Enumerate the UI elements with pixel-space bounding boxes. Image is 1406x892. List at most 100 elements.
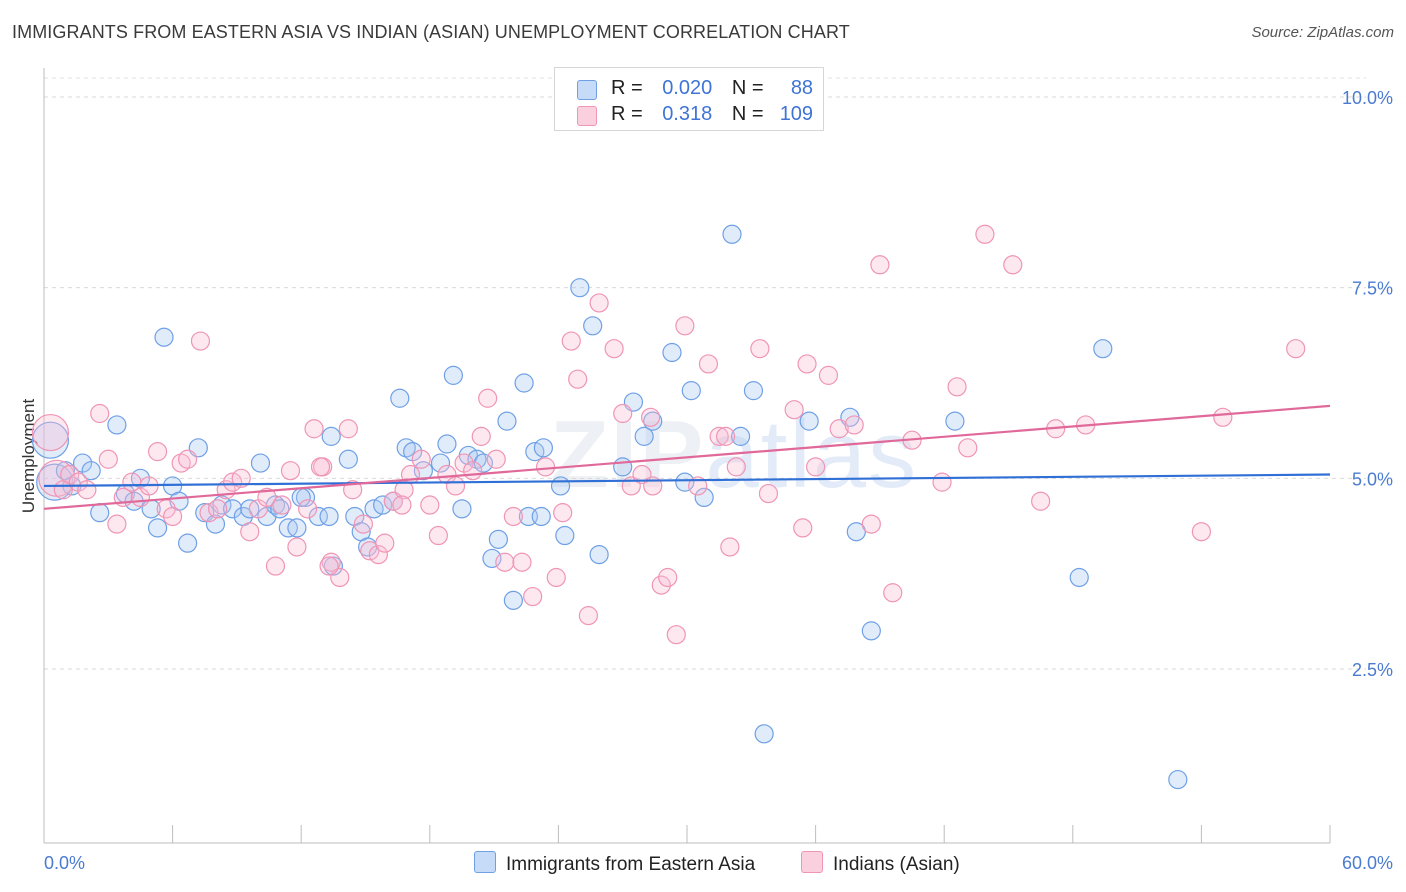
bottom-legend-eastern-asia: Immigrants from Eastern Asia (474, 851, 755, 876)
indians-point-20 (208, 499, 228, 519)
indians-point-0 (31, 413, 70, 452)
indians-point-60 (546, 567, 566, 588)
eastern-asia-point-44 (413, 461, 433, 481)
indians-point-46 (420, 495, 440, 515)
legend-swatch-indians (577, 106, 597, 126)
indians-point-79 (726, 457, 746, 477)
eastern-asia-point-19 (205, 514, 226, 534)
indians-point-65 (589, 293, 609, 313)
indians-point-29 (280, 461, 301, 481)
indians-point-52 (471, 426, 491, 446)
indians-point-41 (375, 533, 395, 553)
indians-point-100 (1191, 522, 1212, 542)
eastern-asia-point-54 (497, 411, 517, 431)
eastern-asia-point-16 (178, 533, 198, 553)
eastern-asia-point-28 (287, 518, 307, 538)
eastern-asia-point-47 (443, 365, 463, 385)
indians-point-47 (428, 525, 448, 546)
indians-point-23 (231, 468, 251, 488)
indians-point-54 (486, 449, 506, 469)
indians-point-53 (478, 388, 498, 408)
indians-point-89 (870, 255, 890, 275)
eastern-asia-point-84 (1168, 769, 1188, 790)
eastern-asia-point-81 (945, 411, 965, 431)
eastern-asia-point-74 (730, 426, 751, 446)
legend-r-label: R = (611, 103, 643, 125)
indians-point-103 (797, 354, 817, 374)
bottom-legend-swatch-eastern-asia (474, 851, 496, 873)
indians-point-80 (750, 339, 770, 359)
indians-point-77 (709, 426, 729, 446)
y-tick-label-3: 10.0% (1342, 88, 1393, 108)
legend-n-label: N = (731, 77, 764, 99)
x-tick-label-0: 0.0% (44, 853, 85, 873)
eastern-asia-point-77 (799, 411, 819, 431)
indians-point-26 (257, 487, 277, 507)
indians-point-90 (883, 583, 903, 603)
indians-point-85 (818, 365, 839, 385)
eastern-asia-point-24 (250, 453, 271, 473)
eastern-asia-point-5 (81, 461, 101, 481)
indians-point-24 (240, 522, 260, 542)
indians-point-92 (932, 472, 952, 492)
legend-n-value: 109 (779, 103, 814, 125)
indians-point-40 (368, 544, 388, 565)
indians-point-95 (975, 224, 995, 244)
eastern-asia-point-41 (390, 388, 410, 408)
indians-point-101 (1213, 407, 1233, 427)
eastern-asia-point-60 (550, 476, 571, 496)
indians-point-57 (512, 552, 532, 572)
indians-point-17 (178, 449, 198, 469)
eastern-asia-point-65 (613, 457, 633, 477)
indians-point-88 (861, 514, 881, 534)
indians-point-8 (107, 514, 127, 534)
eastern-asia-trend-line (43, 473, 1331, 488)
indians-point-73 (666, 625, 686, 645)
eastern-asia-point-6 (90, 503, 110, 523)
indians-point-86 (829, 419, 849, 439)
indians-point-5 (77, 480, 97, 500)
indians-point-58 (523, 586, 543, 607)
indians-point-106 (392, 495, 412, 515)
eastern-asia-point-46 (437, 434, 457, 454)
indians-point-6 (90, 403, 110, 424)
eastern-asia-point-72 (694, 487, 714, 507)
y-axis-label: Unemployment (19, 399, 38, 514)
eastern-asia-point-59 (533, 438, 553, 458)
indians-point-28 (272, 495, 292, 515)
bottom-legend-label-indians: Indians (Asian) (833, 854, 960, 875)
eastern-asia-point-69 (662, 342, 682, 363)
bottom-legend-label-eastern-asia: Immigrants from Eastern Asia (506, 854, 756, 875)
indians-point-49 (445, 476, 466, 496)
eastern-asia-point-80 (861, 621, 881, 641)
indians-point-56 (503, 506, 523, 527)
y-tick-label-1: 5.0% (1352, 469, 1393, 489)
eastern-asia-point-70 (675, 472, 695, 492)
eastern-asia-point-56 (514, 373, 534, 393)
eastern-asia-point-0 (31, 421, 70, 459)
indians-point-74 (675, 316, 695, 336)
y-tick-label-0: 2.5% (1352, 660, 1393, 680)
correlation-legend: R = 0.020 N = 88 R = 0.318 N = 109 (554, 67, 824, 131)
indians-point-36 (338, 419, 358, 439)
eastern-asia-point-63 (583, 316, 603, 336)
indians-point-55 (495, 552, 515, 572)
x-tick-label-1: 60.0% (1342, 853, 1393, 873)
indians-point-72 (658, 567, 678, 588)
eastern-asia-point-34 (338, 449, 358, 469)
indians-point-38 (353, 514, 373, 534)
indians-point-78 (720, 537, 740, 557)
indians-point-70 (640, 407, 661, 427)
indians-point-30 (287, 537, 307, 557)
eastern-asia-point-53 (488, 529, 508, 549)
indians-trend-line (43, 404, 1331, 510)
indians-point-62 (561, 331, 581, 351)
eastern-asia-point-33 (321, 426, 341, 446)
eastern-asia-point-64 (589, 544, 609, 565)
indians-point-81 (758, 483, 779, 504)
indians-point-108 (319, 556, 339, 576)
eastern-asia-point-52 (482, 548, 502, 569)
legend-n-value: 88 (790, 77, 814, 99)
eastern-asia-point-45 (430, 453, 451, 473)
